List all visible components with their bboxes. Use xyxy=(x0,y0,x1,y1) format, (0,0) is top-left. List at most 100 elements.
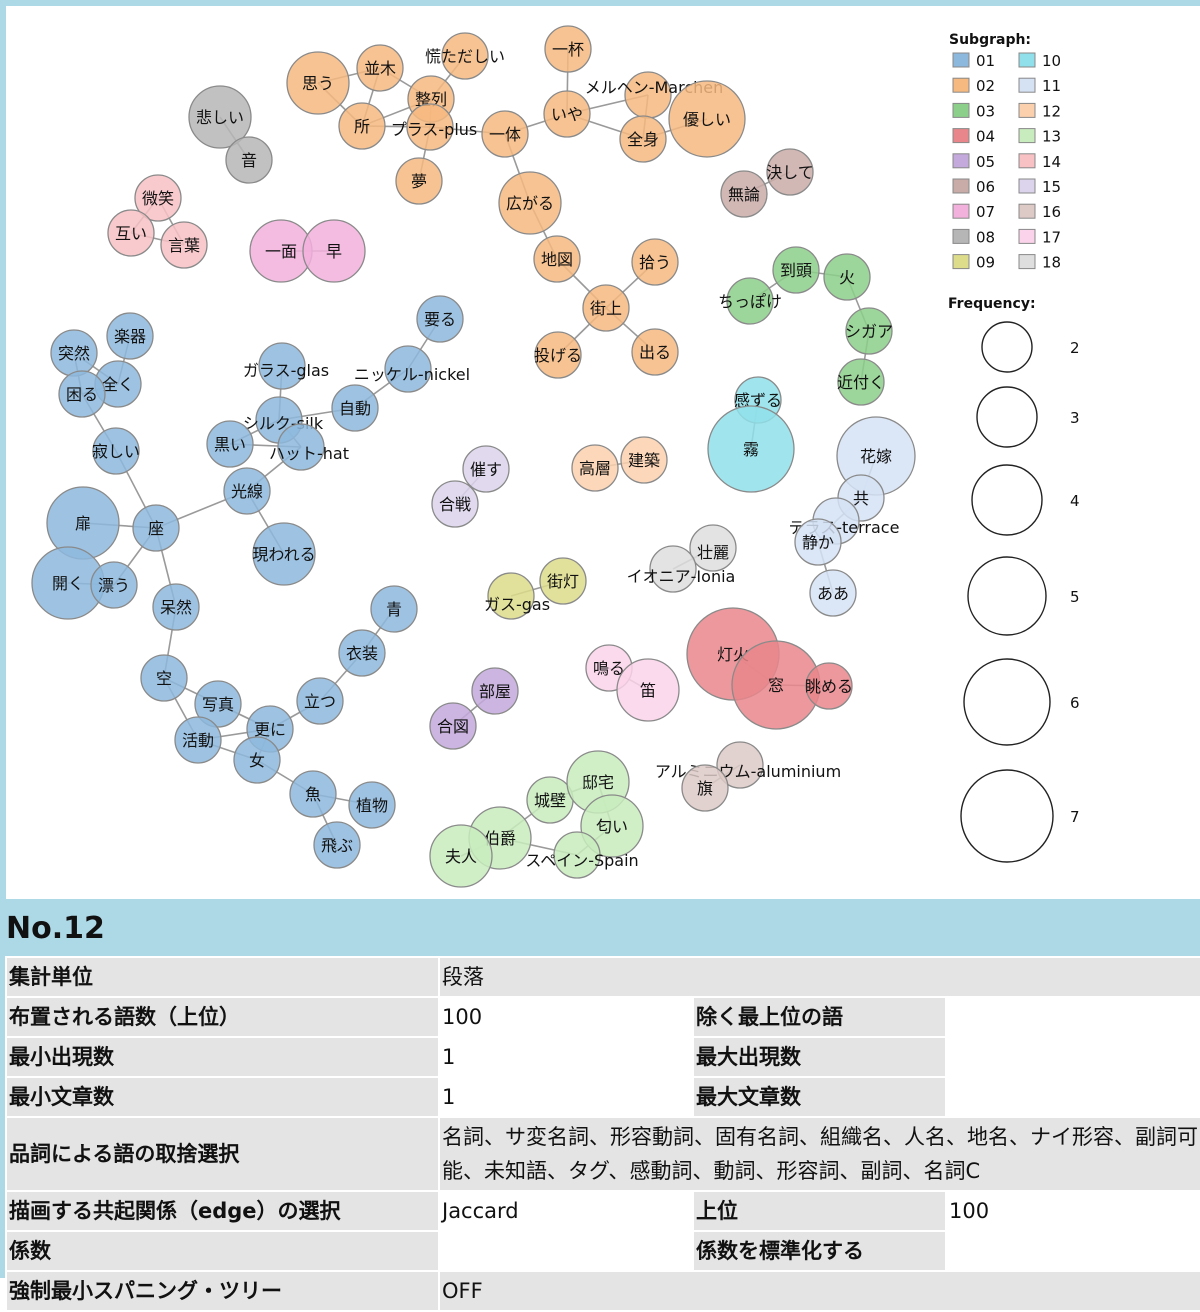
node-circle xyxy=(716,741,764,789)
param-value-2 xyxy=(945,1230,1200,1272)
node-chippoke: ちっぽけ xyxy=(718,277,782,325)
node-circle xyxy=(582,284,630,332)
node-circle xyxy=(534,331,582,379)
table-row: 最小文章数 1 最大文章数 xyxy=(5,1076,1200,1118)
node-hi: 火 xyxy=(823,253,871,301)
node-totsuzen: 突然 xyxy=(50,329,98,377)
node-sabishii: 寂しい xyxy=(92,427,140,475)
node-label: 座 xyxy=(148,519,164,538)
node-za: 座 xyxy=(132,504,180,552)
node-label: 空 xyxy=(156,669,172,688)
node-label: 開く xyxy=(52,574,84,593)
legend-swatch-12 xyxy=(1018,102,1036,118)
node-fue: 笛 xyxy=(616,658,680,722)
node-plus: プラス-plus xyxy=(391,103,478,151)
node-label: 壮麗 xyxy=(697,543,729,562)
node-gaitou: 街灯 xyxy=(539,557,587,605)
node-circle xyxy=(441,32,489,80)
node-fujin: 夫人 xyxy=(429,824,493,888)
legend-label-08: 08 xyxy=(976,228,995,246)
node-circle xyxy=(406,103,454,151)
param-value-2 xyxy=(945,1076,1200,1118)
node-kiri: 霧 xyxy=(707,405,795,493)
node-label: 自動 xyxy=(339,399,371,418)
legend: Subgraph: 01 02 03 04 05 06 07 08 09 10 11 12 13 14 15… xyxy=(948,32,1080,863)
param-label: 描画する共起関係（edge）の選択 xyxy=(5,1190,440,1232)
node-label: 邸宅 xyxy=(582,773,614,792)
node-zenshin: 全身 xyxy=(619,115,667,163)
node-label: ちっぽけ xyxy=(718,292,782,311)
node-haya: 早 xyxy=(302,219,366,283)
node-label: 光線 xyxy=(231,482,263,501)
node-label: 匂い xyxy=(596,817,628,836)
param-value-2 xyxy=(945,996,1200,1038)
node-circle xyxy=(194,680,242,728)
node-label: 衣装 xyxy=(346,644,378,663)
node-aa: ああ xyxy=(809,569,857,617)
frequency-circle xyxy=(963,658,1051,746)
node-arawareru: 現われる xyxy=(252,522,316,586)
node-circle xyxy=(277,423,325,471)
node-label: 早 xyxy=(326,242,342,261)
node-circle xyxy=(681,764,729,812)
node-circle xyxy=(471,667,519,715)
node-circle xyxy=(487,572,535,620)
node-circle xyxy=(805,662,853,710)
node-label: 魚 xyxy=(305,785,321,804)
legend-swatch-14 xyxy=(1018,153,1036,169)
node-label: プラス-plus xyxy=(391,120,478,139)
node-label: 到頭 xyxy=(780,261,812,280)
legend-label-11: 11 xyxy=(1042,77,1061,95)
node-circle xyxy=(90,561,138,609)
node-label: 一面 xyxy=(265,242,297,261)
node-hirogaru: 広がる xyxy=(498,171,562,235)
node-shashin: 写真 xyxy=(194,680,242,728)
node-circle xyxy=(620,436,668,484)
node-label: 眺める xyxy=(805,677,853,696)
node-oto: 音 xyxy=(225,136,273,184)
node-circle xyxy=(296,677,344,725)
node-glas: ガラス-glas xyxy=(243,342,329,390)
node-label: 投げる xyxy=(534,346,582,365)
node-kenchiku: 建築 xyxy=(620,436,668,484)
node-mado: 窓 xyxy=(731,640,821,730)
node-circle xyxy=(370,585,418,633)
node-circle xyxy=(631,328,679,376)
node-circle xyxy=(580,794,644,858)
node-chikazuku: 近付く xyxy=(837,358,885,406)
node-ippai: 一杯 xyxy=(544,25,592,73)
param-label: 品詞による語の取捨選択 xyxy=(5,1116,440,1192)
legend-swatch-05 xyxy=(952,153,970,169)
node-label: 合図 xyxy=(437,717,469,736)
legend-swatch-02 xyxy=(952,77,970,93)
legend-label-17: 17 xyxy=(1042,228,1061,246)
param-label-2: 係数を標準化する xyxy=(692,1230,947,1272)
param-label: 係数 xyxy=(5,1230,440,1272)
node-nioi: 匂い xyxy=(580,794,644,858)
node-katsudou: 活動 xyxy=(174,716,222,764)
node-circle xyxy=(689,524,737,572)
node-label: 火 xyxy=(839,268,855,287)
node-label: ニッケル-nickel xyxy=(354,365,470,384)
node-gakki: 楽器 xyxy=(106,312,154,360)
node-kuroi: 黒い xyxy=(206,420,254,468)
node-label: 活動 xyxy=(182,731,214,750)
node-label: 悲しい xyxy=(196,108,244,127)
legend-swatch-18 xyxy=(1018,254,1036,270)
node-ichimen: 一面 xyxy=(249,219,313,283)
node-shokubutsu: 植物 xyxy=(348,781,396,829)
node-label: 青 xyxy=(386,600,402,619)
node-circle xyxy=(134,174,182,222)
node-label: 合戦 xyxy=(439,495,471,514)
node-circle xyxy=(794,518,842,566)
node-circle xyxy=(533,235,581,283)
node-circle xyxy=(845,307,893,355)
node-label: ああ xyxy=(817,584,849,603)
legend-swatch-06 xyxy=(952,178,970,194)
node-label: 街上 xyxy=(590,299,622,318)
node-deru: 出る xyxy=(631,328,679,376)
node-iya: いや xyxy=(543,90,591,138)
node-label: 旗 xyxy=(697,779,713,798)
legend-swatch-04 xyxy=(952,128,970,144)
node-label: 慌ただしい xyxy=(425,47,505,66)
